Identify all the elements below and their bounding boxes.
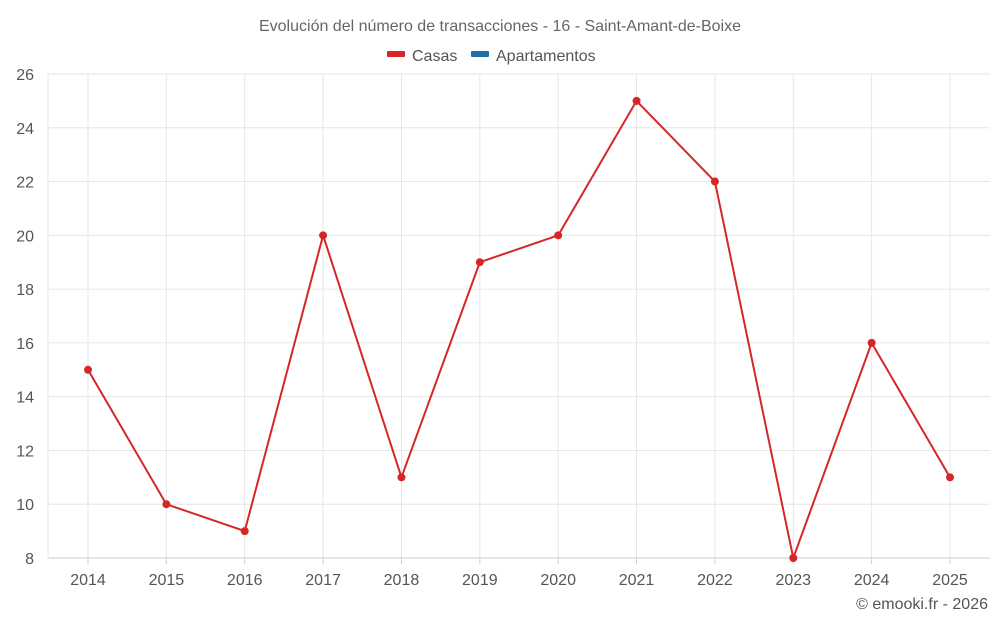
x-tick-label: 2018 <box>384 572 420 589</box>
legend-swatch-casas <box>387 51 405 57</box>
y-tick-label: 16 <box>16 336 34 353</box>
data-point-casas[interactable] <box>240 527 249 536</box>
y-tick-label: 10 <box>16 497 34 514</box>
x-tick-label: 2025 <box>932 572 968 589</box>
x-tick-label: 2014 <box>70 572 106 589</box>
y-tick-label: 24 <box>16 121 34 138</box>
legend-label-apartamentos: Apartamentos <box>496 48 596 65</box>
legend: Casas Apartamentos <box>387 48 596 65</box>
data-point-casas[interactable] <box>475 258 484 267</box>
x-tick-label: 2020 <box>540 572 576 589</box>
y-tick-label: 20 <box>16 228 34 245</box>
y-tick-label: 8 <box>25 551 34 568</box>
x-tick-label: 2017 <box>305 572 341 589</box>
y-tick-label: 12 <box>16 443 34 460</box>
legend-swatch-apartamentos <box>471 51 489 57</box>
legend-item-apartamentos[interactable]: Apartamentos <box>471 48 596 65</box>
y-tick-label: 14 <box>16 390 34 407</box>
data-point-casas[interactable] <box>397 473 406 482</box>
series-line-casas <box>87 99 951 559</box>
data-point-casas[interactable] <box>867 338 876 347</box>
grid <box>48 73 990 558</box>
credit-text: © emooki.fr - 2026 <box>856 596 988 613</box>
data-point-casas[interactable] <box>162 500 171 509</box>
data-point-casas[interactable] <box>710 177 719 186</box>
x-tick-label: 2023 <box>775 572 811 589</box>
x-tick-label: 2016 <box>227 572 263 589</box>
data-point-casas[interactable] <box>319 231 328 240</box>
x-tick-label: 2022 <box>697 572 733 589</box>
y-tick-label: 18 <box>16 282 34 299</box>
x-tick-label: 2019 <box>462 572 498 589</box>
series-layer <box>84 96 954 562</box>
data-point-casas[interactable] <box>84 365 92 374</box>
data-point-casas[interactable] <box>946 473 954 482</box>
x-tick-label: 2015 <box>149 572 185 589</box>
y-tick-label: 22 <box>16 175 34 192</box>
legend-item-casas[interactable]: Casas <box>387 48 457 65</box>
axes <box>47 74 990 564</box>
x-tick-label: 2024 <box>854 572 890 589</box>
data-point-casas[interactable] <box>632 96 641 105</box>
y-tick-label: 26 <box>16 67 34 84</box>
x-tick-label: 2021 <box>619 572 655 589</box>
legend-label-casas: Casas <box>412 48 457 65</box>
data-point-casas[interactable] <box>789 554 798 562</box>
chart-title: Evolución del número de transacciones - … <box>259 18 741 35</box>
data-point-casas[interactable] <box>554 231 563 240</box>
